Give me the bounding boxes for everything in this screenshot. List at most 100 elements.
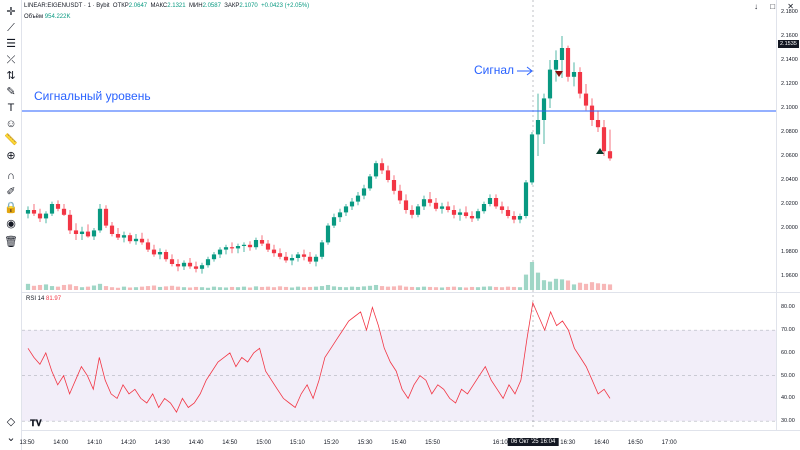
volume-bar (487, 286, 493, 290)
last-price-badge: 2.1535 (778, 39, 799, 48)
volume-bar (79, 287, 85, 290)
volume-bar (355, 286, 361, 290)
eye-icon[interactable]: ◉ (6, 218, 16, 230)
candle-body (133, 238, 139, 242)
candle-body (559, 48, 565, 60)
price-tick-label: 2.0400 (781, 177, 798, 183)
volume-bar (235, 287, 241, 290)
candle-body (127, 235, 133, 242)
pattern-icon[interactable]: ⤫ (6, 54, 16, 66)
volume-bar (109, 287, 115, 290)
arrow-down-icon[interactable]: ↓ (753, 2, 758, 11)
maximize-icon[interactable]: □ (770, 2, 776, 11)
time-tick-label: 16:40 (594, 440, 610, 446)
volume-value: 954.222K (44, 14, 71, 20)
lock-drawing-icon[interactable]: ✐ (6, 186, 16, 198)
ruler-icon[interactable]: 📏 (4, 134, 18, 146)
candle-body (115, 234, 121, 238)
signal-label[interactable]: Сигнал (474, 63, 515, 77)
candle-body (25, 210, 31, 214)
time-tick-label: 14:30 (154, 440, 170, 446)
volume-bar (127, 287, 133, 290)
candle-body (277, 253, 283, 257)
buy-marker-icon (596, 148, 604, 154)
volume-bar (385, 286, 391, 290)
candle-body (493, 198, 499, 207)
time-tick-label: 15:00 (256, 440, 272, 446)
close-icon[interactable]: ✕ (787, 2, 794, 11)
cursor-icon[interactable]: ✛ (6, 6, 16, 18)
candle-body (571, 72, 577, 77)
text-icon[interactable]: T (7, 102, 15, 114)
volume-bar (325, 284, 331, 290)
brush-icon[interactable]: ✎ (6, 86, 16, 98)
time-axis[interactable] (22, 430, 800, 450)
candle-body (205, 259, 211, 266)
time-tick-label: 16:30 (560, 440, 576, 446)
price-tick-label: 2.1000 (781, 105, 798, 111)
candle-body (397, 190, 403, 201)
volume-bar (361, 286, 367, 290)
volume-bar (469, 286, 475, 290)
volume-bar (343, 287, 349, 290)
time-tick-label: 14:40 (188, 440, 204, 446)
candle-body (445, 206, 451, 210)
candle-body (475, 211, 481, 219)
trash-icon[interactable]: 🗑 (4, 236, 18, 248)
volume-bar (505, 286, 511, 290)
symbol-name[interactable]: LINEAR:EIGENUSDT · 1 · Bybit (24, 3, 110, 9)
candle-body (451, 210, 457, 215)
price-tick-label: 2.0000 (781, 225, 798, 231)
rsi-label[interactable]: RSI 14 (26, 296, 45, 302)
price-tick-label: 1.9800 (781, 249, 798, 255)
trendline-icon[interactable]: ⟋ (7, 22, 15, 34)
rsi-tick-label: 40.00 (781, 395, 795, 402)
price-tick-label: 2.0800 (781, 129, 798, 135)
volume-bar (241, 286, 247, 290)
volume-bar (37, 284, 43, 290)
time-tick-label: 14:50 (222, 440, 238, 446)
tradingview-logo[interactable]: 𝐓𝐕 (30, 418, 42, 428)
price-axis[interactable] (776, 0, 800, 430)
volume-bar (595, 283, 601, 290)
chevron-down-icon[interactable]: ⌄ (6, 432, 16, 444)
volume-bar (157, 286, 163, 290)
candle-body (97, 208, 103, 231)
volume-bar (319, 286, 325, 290)
cursor-time-badge: 06 Окт '25 16:04 (507, 438, 559, 446)
candle-body (265, 243, 271, 250)
emoji-icon[interactable]: ☺ (5, 118, 17, 130)
volume-bar (397, 285, 403, 290)
lock-icon[interactable]: 🔒 (4, 202, 18, 214)
volume-bar (217, 287, 223, 290)
fib-icon[interactable]: ☰ (6, 38, 16, 50)
volume-bar (91, 285, 97, 290)
zoom-icon[interactable]: ⊕ (6, 150, 16, 162)
volume-bar (445, 286, 451, 290)
volume-bar (181, 287, 187, 290)
candle-body (175, 264, 181, 267)
candle-body (607, 151, 613, 159)
measure-icon[interactable]: ⇅ (6, 70, 16, 82)
volume-bar (541, 280, 547, 290)
candle-body (319, 242, 325, 257)
candle-body (31, 210, 37, 214)
low-label: МИН (188, 3, 203, 9)
volume-bar (457, 287, 463, 290)
magnet-icon[interactable]: ∩ (7, 170, 15, 182)
pane-separator[interactable] (22, 292, 800, 293)
price-tick-label: 2.1200 (781, 81, 798, 87)
collapse-icon[interactable]: ◇ (6, 416, 16, 428)
signal-level-label[interactable]: Сигнальный уровень (34, 89, 151, 103)
volume-label[interactable]: Объём (24, 14, 44, 20)
candle-body (517, 216, 523, 220)
low-value: 2.0587 (202, 3, 221, 9)
candle-body (193, 266, 199, 269)
candle-body (235, 246, 241, 249)
candle-body (505, 210, 511, 216)
volume-bar (289, 287, 295, 290)
candle-body (511, 216, 517, 220)
volume-bar (277, 286, 283, 290)
